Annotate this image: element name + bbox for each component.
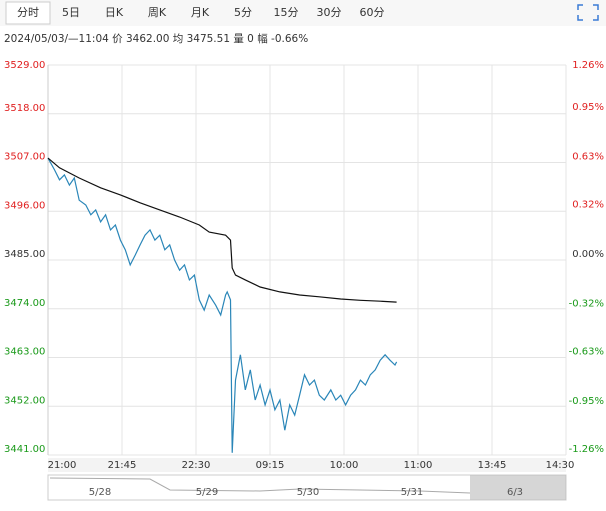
- x-axis-band: [48, 458, 566, 472]
- y2-tick-label: -0.63%: [569, 347, 604, 358]
- x-tick-label: 13:45: [478, 460, 507, 471]
- fullscreen-icon[interactable]: [577, 4, 599, 21]
- y-tick-label: 3452.00: [4, 395, 45, 406]
- y-tick-label: 3441.00: [4, 444, 45, 455]
- x-tick-label: 09:15: [256, 460, 285, 471]
- y2-tick-label: -0.32%: [569, 299, 604, 310]
- info-line: 2024/05/03/—11:04 价 3462.00 均 3475.51 量 …: [4, 32, 308, 45]
- tab[interactable]: 周K: [148, 6, 167, 19]
- y-tick-label: 3485.00: [4, 249, 45, 260]
- y-tick-label: 3474.00: [4, 298, 45, 309]
- x-tick-label: 14:30: [546, 460, 575, 471]
- y-tick-label: 3518.00: [4, 103, 45, 114]
- price-line: [47, 157, 397, 303]
- tab[interactable]: 5日: [62, 6, 80, 19]
- x-tick-label: 10:00: [330, 460, 359, 471]
- tab[interactable]: 5分: [234, 6, 252, 19]
- x-tick-label: 11:00: [404, 460, 433, 471]
- tab[interactable]: 60分: [360, 6, 385, 19]
- tab[interactable]: 30分: [317, 6, 342, 19]
- y2-tick-label: 0.00%: [572, 249, 604, 260]
- x-tick-label: 21:45: [108, 460, 137, 471]
- y2-tick-label: 1.26%: [572, 60, 604, 71]
- y-tick-label: 3529.00: [4, 60, 45, 71]
- tab[interactable]: 月K: [191, 6, 210, 19]
- navigator-label: 5/28: [89, 487, 111, 498]
- y-tick-label: 3463.00: [4, 347, 45, 358]
- x-tick-label: 21:00: [48, 460, 77, 471]
- y2-tick-label: -0.95%: [569, 396, 604, 407]
- price-line: [47, 157, 398, 453]
- navigator-window[interactable]: [470, 475, 566, 500]
- navigator-label: 6/3: [507, 487, 523, 498]
- tab[interactable]: 日K: [105, 6, 124, 19]
- y2-tick-label: 0.32%: [572, 199, 604, 210]
- navigator-label: 5/31: [401, 487, 423, 498]
- y2-tick-label: -1.26%: [569, 444, 604, 455]
- y-tick-label: 3496.00: [4, 200, 45, 211]
- tab[interactable]: 分时: [17, 6, 39, 19]
- y-tick-label: 3507.00: [4, 152, 45, 163]
- y2-tick-label: 0.63%: [572, 152, 604, 163]
- y2-tick-label: 0.95%: [572, 102, 604, 113]
- navigator-label: 5/30: [297, 487, 319, 498]
- active-tab-box: [5, 1, 51, 25]
- navigator-line: [49, 477, 471, 494]
- tab[interactable]: 15分: [274, 6, 299, 19]
- x-tick-label: 22:30: [182, 460, 211, 471]
- tab-bar: [0, 0, 606, 26]
- navigator-label: 5/29: [196, 487, 218, 498]
